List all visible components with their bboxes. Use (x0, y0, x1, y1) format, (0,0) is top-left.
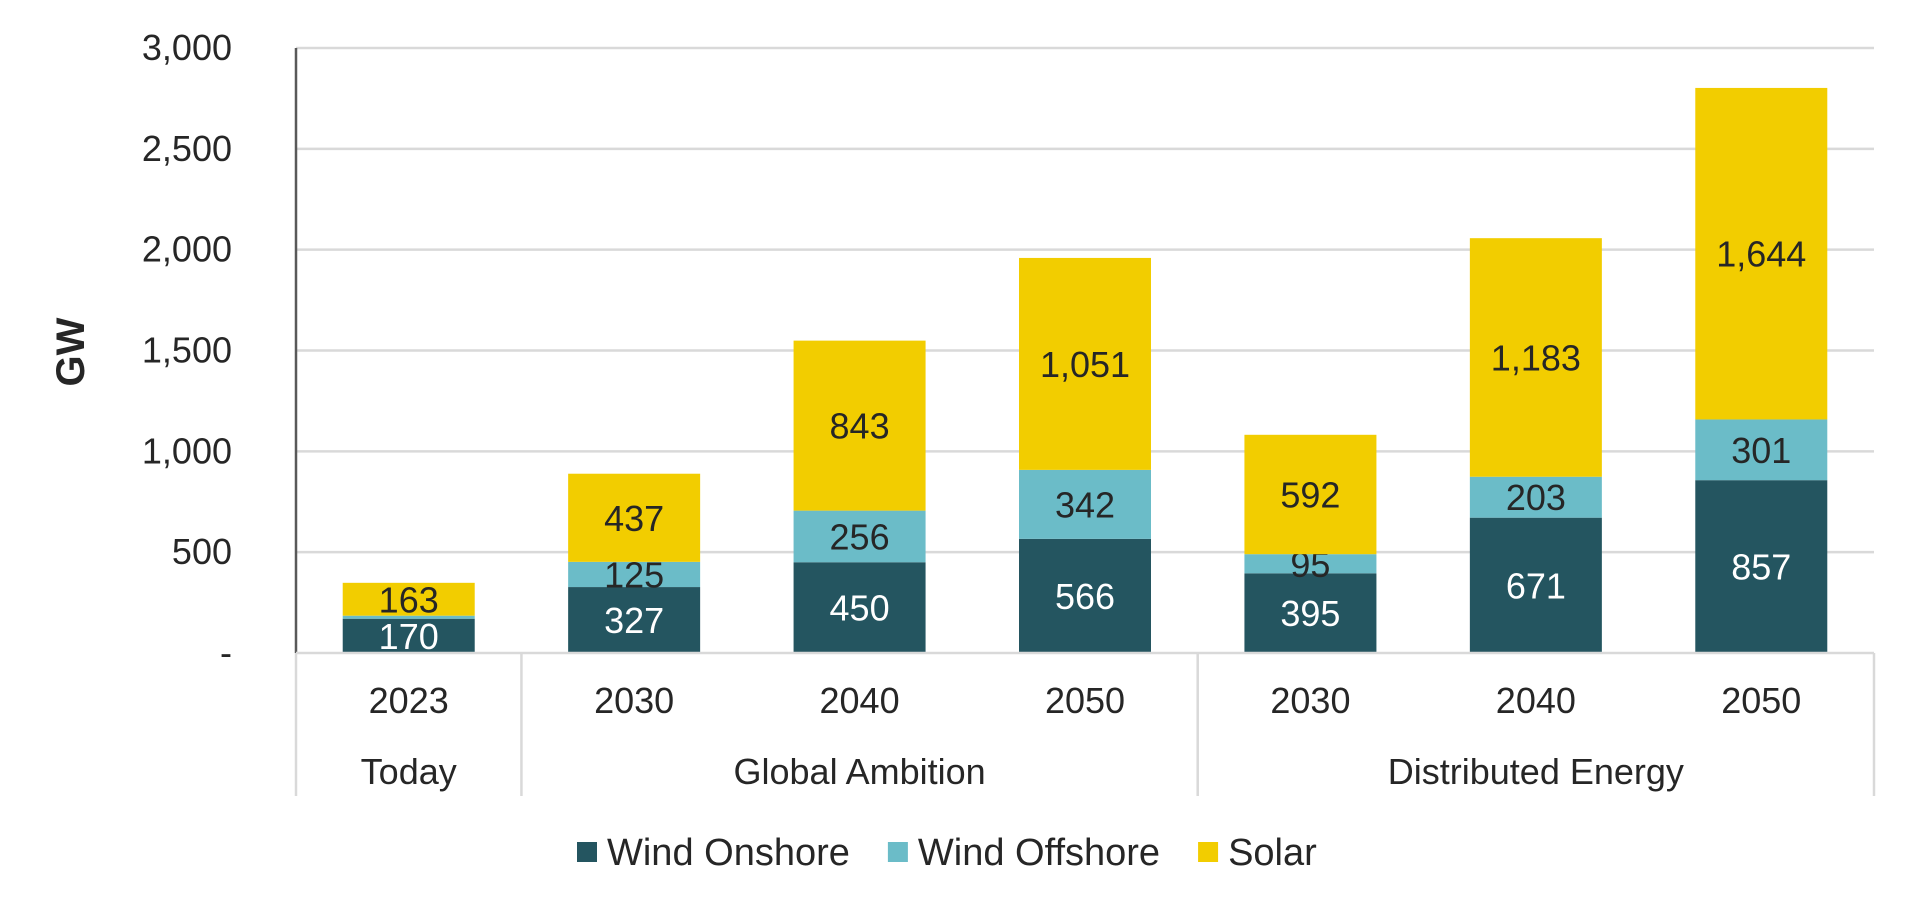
bar-segment (1019, 257, 1151, 470)
y-tick-label: 1,500 (142, 330, 232, 371)
legend-label: Wind Offshore (918, 832, 1160, 874)
bar-segment (1019, 469, 1151, 539)
x-tick-label: 2050 (1721, 680, 1801, 721)
x-tick-label: 2023 (369, 680, 449, 721)
bar-segment (1469, 517, 1602, 653)
data-label: 1,051 (1040, 344, 1130, 385)
bar-segment (1244, 554, 1377, 574)
y-axis-ticks: - 500 1,000 1,500 2,000 2,500 3,000 (142, 27, 232, 673)
legend-label: Solar (1228, 832, 1317, 874)
data-label: 592 (1280, 474, 1340, 515)
legend-swatch (577, 842, 597, 862)
group-label: Today (361, 751, 457, 792)
legend-label: Wind Onshore (607, 832, 850, 874)
data-label: 301 (1731, 430, 1791, 471)
y-axis-label: GW (49, 317, 93, 386)
x-tick-label: 2050 (1045, 680, 1125, 721)
data-label: 256 (830, 516, 890, 557)
group-label: Distributed Energy (1388, 751, 1684, 792)
y-tick-label: 2,000 (142, 229, 232, 270)
x-tick-label: 2040 (820, 680, 900, 721)
y-tick-label: 1,000 (142, 430, 232, 471)
bar-segment (1695, 419, 1828, 481)
category-labels: 2023 2030 2040 2050 2030 2040 2050 Today Global … (294, 653, 1876, 796)
data-label: 163 (379, 579, 439, 620)
axes (294, 48, 1874, 655)
data-label: 566 (1055, 576, 1115, 617)
bar-segment (793, 340, 926, 511)
data-label: 671 (1506, 565, 1566, 606)
data-label: 203 (1506, 477, 1566, 518)
bar-segment (568, 587, 701, 653)
bar-segment (342, 582, 475, 616)
bar-segment (342, 615, 475, 619)
bar-segment (793, 562, 926, 653)
data-label: 1,644 (1716, 234, 1806, 275)
bar-segment (1469, 476, 1602, 518)
bar-segment (568, 561, 701, 588)
data-label: 857 (1731, 547, 1791, 588)
x-tick-label: 2030 (594, 680, 674, 721)
legend: Wind Onshore Wind Offshore Solar (577, 832, 1317, 874)
y-tick-label: 500 (172, 531, 232, 572)
data-label: 395 (1280, 593, 1340, 634)
bar-segment (1469, 238, 1602, 477)
bar-segment (793, 510, 926, 563)
bar-segment (1019, 538, 1151, 653)
x-tick-label: 2030 (1270, 680, 1350, 721)
x-tick-label: 2040 (1496, 680, 1576, 721)
legend-swatch (887, 842, 908, 862)
bar-segment (1695, 480, 1828, 653)
bar-segment (1244, 573, 1377, 653)
y-tick-label: 2,500 (142, 128, 232, 169)
data-label: 450 (830, 588, 890, 629)
data-label: 170 (379, 616, 439, 657)
data-label: 437 (604, 498, 664, 539)
data-label: 342 (1055, 484, 1115, 525)
bar-segment (342, 618, 475, 653)
data-label: 1,183 (1491, 337, 1581, 378)
legend-swatch (1198, 842, 1219, 862)
y-tick-label: - (220, 632, 232, 673)
data-label: 843 (830, 406, 890, 447)
bars: 1701633271254374502568435663421,05139595… (342, 87, 1828, 657)
bar-segment (1244, 434, 1377, 555)
bar-segment (1695, 87, 1828, 420)
group-label: Global Ambition (734, 751, 986, 792)
bar-segment (568, 473, 701, 562)
data-label: 327 (604, 600, 664, 641)
y-tick-label: 3,000 (142, 27, 232, 68)
